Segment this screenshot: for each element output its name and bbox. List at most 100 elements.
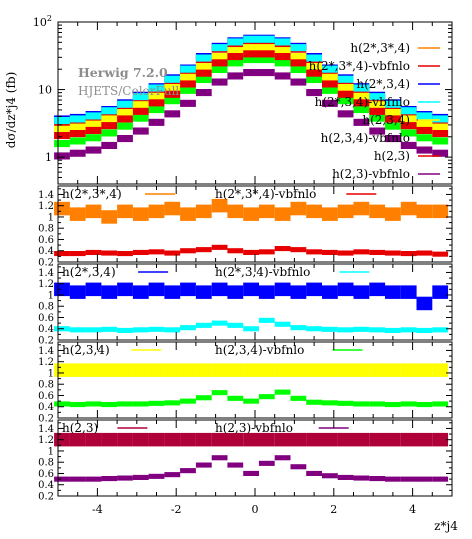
ratio-band: [432, 327, 449, 333]
ratio-band: [85, 204, 102, 219]
ratio-band: [290, 432, 307, 447]
main-band: [274, 72, 291, 80]
ratio-band: [85, 249, 102, 255]
legend-label: h(2,3): [374, 149, 410, 163]
y-tick-label: 102: [33, 14, 52, 29]
main-series-6: [54, 50, 449, 140]
ratio-band: [416, 402, 433, 408]
main-band: [227, 59, 244, 67]
ratio-band: [227, 395, 244, 401]
ratio-band: [337, 474, 354, 480]
ratio-band: [132, 285, 149, 299]
main-band: [148, 99, 165, 107]
main-band: [274, 53, 291, 61]
x-tick-label: 4: [409, 503, 416, 516]
ratio-band: [369, 327, 386, 333]
main-band: [306, 75, 322, 83]
ratio-band: [227, 204, 244, 219]
ratio-band: [337, 250, 354, 256]
ratio-band: [306, 326, 322, 332]
x-tick-label: 2: [330, 503, 337, 516]
ratio-band: [353, 201, 370, 216]
ratio-band: [337, 282, 354, 297]
main-band: [54, 125, 70, 133]
main-band: [385, 115, 401, 123]
y-tick-label: 10: [38, 84, 52, 97]
main-band: [85, 126, 102, 134]
ratio-band: [164, 363, 181, 377]
ratio-y-tick-label: 0.8: [38, 224, 54, 235]
main-band: [117, 115, 133, 123]
ratio-band: [274, 282, 291, 297]
ratio-band: [306, 432, 322, 447]
ratio-series-1: [54, 244, 449, 257]
ratio-band: [132, 474, 149, 480]
ratio-band: [290, 464, 307, 470]
ratio-panel-1: 0.20.40.60.811.21.4 h(2*,3,4) h(2*,3,4)-vb…: [38, 263, 453, 347]
ratio-band: [69, 476, 86, 482]
ratio-band: [385, 402, 401, 408]
main-band: [385, 135, 401, 143]
ratio-band: [101, 476, 118, 482]
ratio-band: [101, 402, 118, 408]
ratio-y-tick-label: 0.4: [38, 480, 54, 491]
ratio-band: [54, 476, 70, 482]
ratio-band: [290, 285, 307, 299]
ratio-band: [117, 363, 133, 377]
ratio-band: [85, 476, 102, 482]
ratio-band: [164, 327, 181, 333]
legend-label: h(2*,3*,4)-vbfnlo: [309, 59, 410, 73]
ratio-series-0: [54, 363, 449, 377]
ratio-band: [180, 282, 196, 297]
ratio-band: [243, 207, 259, 221]
ratio-band: [400, 285, 417, 299]
ratio-band: [274, 246, 291, 252]
main-band: [385, 109, 401, 117]
ratio-band: [306, 470, 322, 476]
main-band: [227, 72, 244, 80]
ratio-frame: [58, 186, 452, 262]
ratio-band: [243, 282, 259, 297]
legend-label: h(2*,3*,4): [350, 41, 410, 55]
main-band: [132, 101, 149, 109]
main-band: [337, 84, 354, 92]
ratio-band: [322, 363, 338, 377]
ratio-band: [243, 326, 259, 332]
main-band: [180, 99, 196, 107]
ratio-band: [227, 363, 244, 377]
main-band: [148, 118, 165, 126]
ratio-band: [69, 285, 86, 299]
ratio-band: [290, 247, 307, 253]
main-band: [290, 65, 307, 73]
ratio-band: [164, 400, 181, 406]
main-band: [211, 59, 228, 67]
ratio-band: [148, 326, 165, 332]
main-band: [369, 114, 386, 122]
ratio-band: [400, 251, 417, 257]
ratio-band: [227, 248, 244, 254]
main-band: [132, 114, 149, 122]
ratio-band: [195, 285, 212, 299]
main-band: [290, 78, 307, 86]
ratio-y-tick-label: 0.6: [38, 391, 54, 402]
ratio-band: [54, 282, 70, 297]
ratio-legend-label: h(2,3): [62, 421, 98, 435]
ratio-band: [243, 470, 259, 476]
main-panel: 1 10 102: [33, 14, 453, 185]
ratio-band: [306, 282, 322, 297]
ratio-band: [322, 326, 338, 332]
ratio-band: [290, 325, 307, 331]
ratio-band: [385, 327, 401, 333]
ratio-band: [243, 398, 259, 404]
ratio-band: [432, 251, 449, 257]
main-band: [290, 53, 307, 61]
main-band: [132, 107, 149, 115]
main-band: [353, 99, 370, 107]
ratio-band: [180, 468, 196, 474]
main-band: [353, 118, 370, 126]
ratio-band: [243, 432, 259, 447]
ratio-band: [385, 207, 401, 221]
main-band: [274, 47, 291, 55]
main-band: [400, 141, 417, 149]
x-tick-label: 0: [252, 503, 259, 516]
